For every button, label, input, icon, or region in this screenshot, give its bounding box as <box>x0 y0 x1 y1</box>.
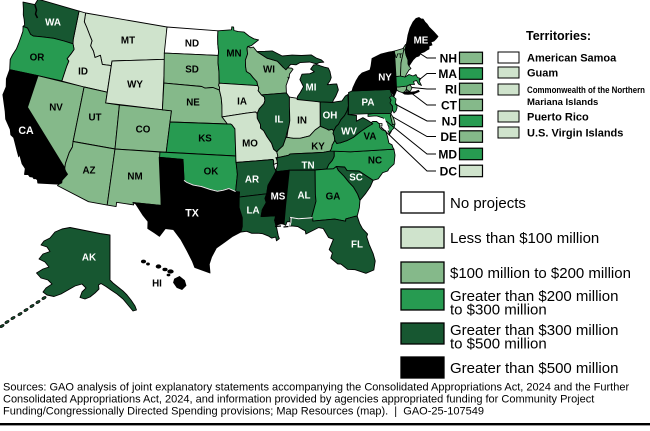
svg-text:AK: AK <box>82 253 96 264</box>
svg-text:to $500 million: to $500 million <box>450 336 547 353</box>
svg-text:Territories:: Territories: <box>526 29 591 43</box>
svg-text:CO: CO <box>136 125 151 136</box>
svg-text:American Samoa: American Samoa <box>527 53 617 65</box>
svg-text:ME: ME <box>414 36 429 47</box>
svg-text:OK: OK <box>204 167 219 178</box>
svg-text:MA: MA <box>438 67 457 81</box>
svg-text:KY: KY <box>311 142 325 153</box>
svg-text:U.S. Virgin Islands: U.S. Virgin Islands <box>527 128 623 140</box>
svg-text:IA: IA <box>237 97 247 108</box>
svg-text:MN: MN <box>226 49 241 60</box>
svg-text:SD: SD <box>185 65 199 76</box>
svg-text:NE: NE <box>186 98 200 109</box>
svg-text:PA: PA <box>362 98 375 109</box>
svg-text:Mariana Islands: Mariana Islands <box>527 97 598 108</box>
svg-text:RI: RI <box>445 82 457 96</box>
svg-text:DC: DC <box>440 164 458 178</box>
svg-text:WY: WY <box>127 80 143 91</box>
svg-text:AL: AL <box>297 191 310 202</box>
svg-text:$100 million to $200 million: $100 million to $200 million <box>450 265 631 282</box>
svg-text:MS: MS <box>271 192 286 203</box>
svg-text:TX: TX <box>185 207 199 219</box>
svg-text:GA: GA <box>326 192 341 203</box>
svg-text:NM: NM <box>127 172 142 183</box>
svg-text:WA: WA <box>45 18 61 29</box>
svg-text:NH: NH <box>440 51 457 65</box>
svg-text:MT: MT <box>121 36 135 47</box>
svg-text:TN: TN <box>301 161 314 172</box>
svg-text:NV: NV <box>49 103 63 114</box>
svg-text:Less than $100 million: Less than $100 million <box>450 230 599 247</box>
svg-text:OH: OH <box>323 111 338 122</box>
svg-text:Funding/Congressionally Direct: Funding/Congressionally Directed Spendin… <box>3 406 484 418</box>
svg-text:CA: CA <box>18 125 34 137</box>
svg-text:HI: HI <box>152 279 162 290</box>
svg-text:KS: KS <box>198 134 212 145</box>
svg-text:Commonwealth of the Northern: Commonwealth of the Northern <box>527 85 645 96</box>
svg-text:ND: ND <box>185 39 199 50</box>
svg-text:NJ: NJ <box>442 114 457 128</box>
svg-text:Puerto Rico: Puerto Rico <box>527 112 589 124</box>
svg-text:WI: WI <box>263 65 275 76</box>
svg-text:SC: SC <box>349 173 363 184</box>
svg-text:MO: MO <box>242 139 258 150</box>
svg-text:FL: FL <box>351 240 363 251</box>
svg-text:UT: UT <box>88 113 101 124</box>
svg-text:CT: CT <box>441 98 458 112</box>
svg-text:AR: AR <box>245 175 259 186</box>
svg-text:MI: MI <box>306 83 317 94</box>
svg-text:Greater than $300 million: Greater than $300 million <box>450 322 618 339</box>
svg-text:IN: IN <box>297 116 307 127</box>
svg-text:Greater than $500 million: Greater than $500 million <box>450 360 618 377</box>
svg-text:WV: WV <box>341 127 357 138</box>
svg-text:NC: NC <box>368 156 382 167</box>
svg-text:Consolidated Appropriations Ac: Consolidated Appropriations Act, 2024, a… <box>3 394 594 406</box>
svg-text:ID: ID <box>78 67 88 78</box>
svg-text:OR: OR <box>30 53 45 64</box>
svg-text:MD: MD <box>438 147 457 161</box>
svg-text:Guam: Guam <box>527 68 558 80</box>
svg-text:VT: VT <box>394 53 402 60</box>
svg-text:IL: IL <box>275 115 284 126</box>
svg-text:No projects: No projects <box>450 195 526 212</box>
svg-text:to $300 million: to $300 million <box>450 302 547 319</box>
svg-text:DE: DE <box>440 130 457 144</box>
svg-text:LA: LA <box>246 206 259 217</box>
svg-text:VA: VA <box>364 132 377 143</box>
svg-text:Sources: GAO analysis of joint: Sources: GAO analysis of joint explanato… <box>3 382 629 394</box>
svg-text:AZ: AZ <box>82 166 95 177</box>
svg-text:Greater than $200 million: Greater than $200 million <box>450 288 618 305</box>
svg-text:NY: NY <box>378 73 392 84</box>
